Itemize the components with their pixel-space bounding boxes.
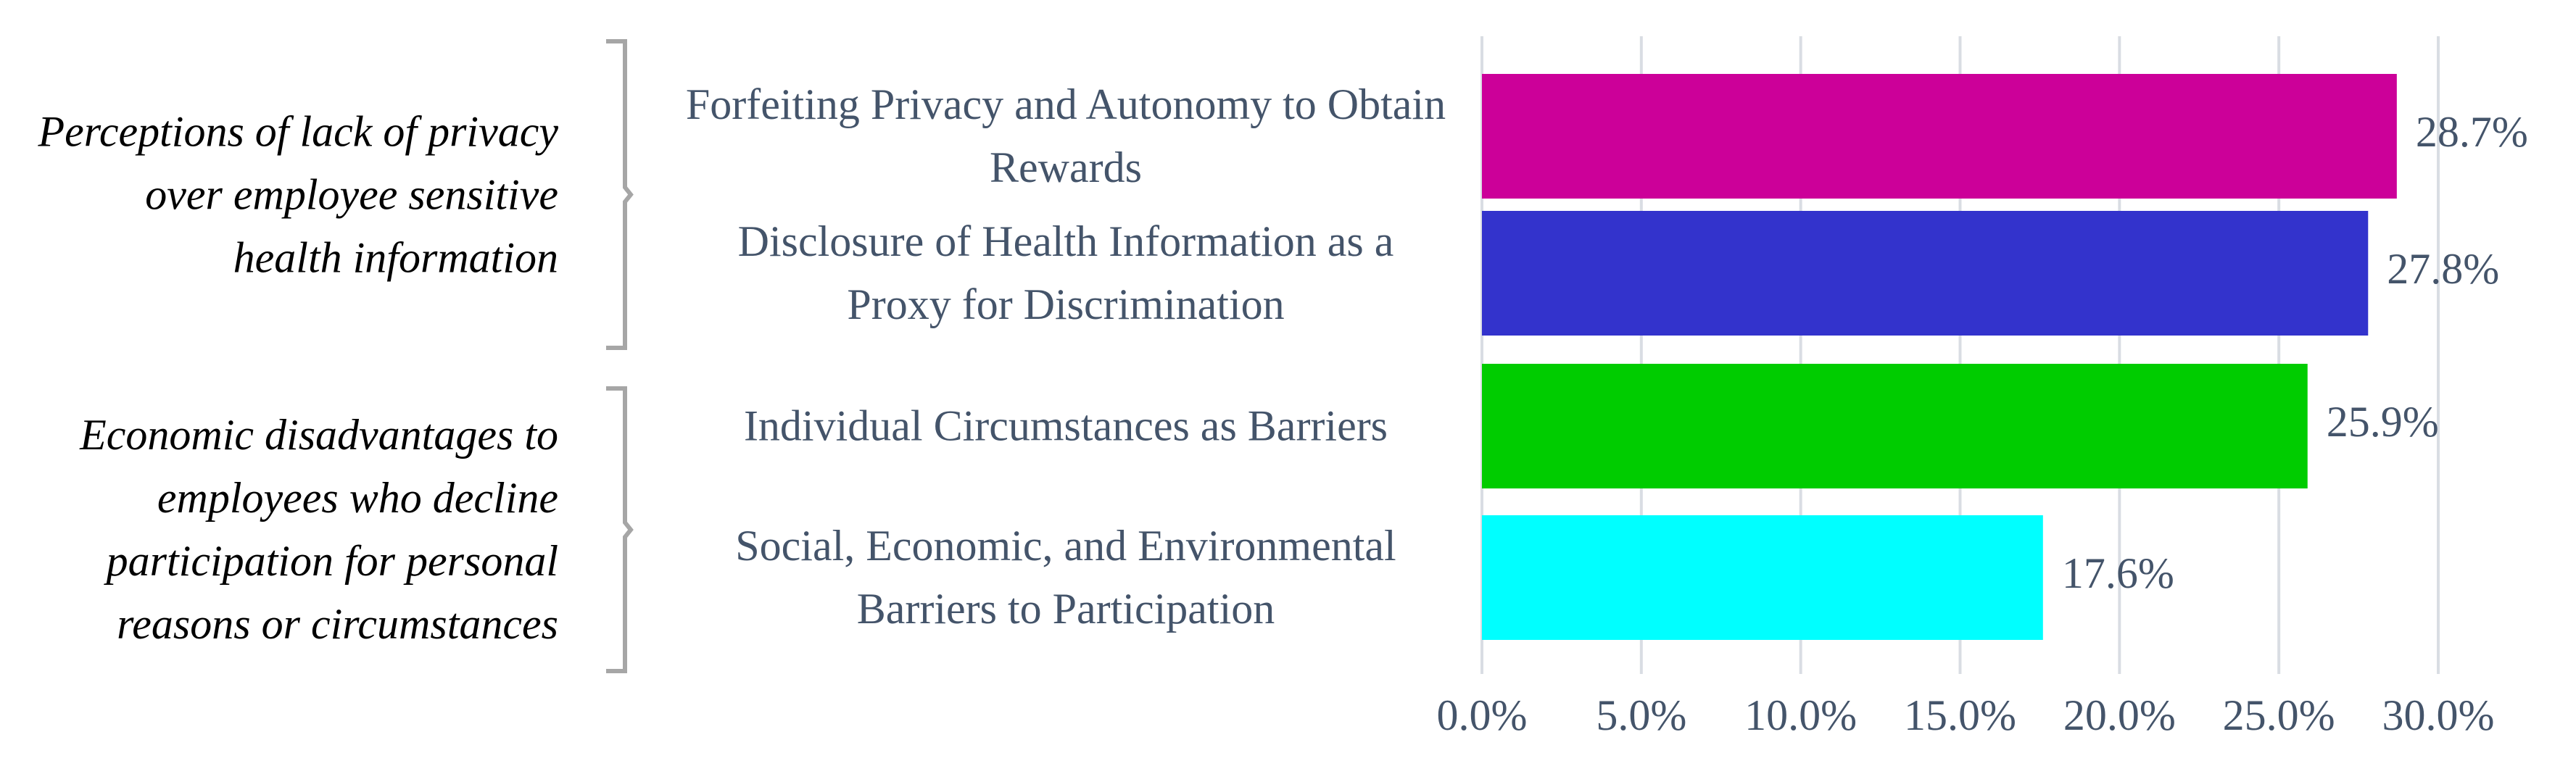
x-tick-label: 15.0% [1904,691,2016,739]
x-tick-label: 5.0% [1596,691,1686,739]
group-label: Economic disadvantages to employees who … [80,411,558,648]
bar [1482,515,2043,640]
group-label: Perceptions of lack of privacy over empl… [38,107,558,281]
bar [1482,364,2308,488]
category-label: Social, Economic, and Environmental Barr… [735,522,1396,633]
group-bracket [606,386,634,673]
x-tick-label: 0.0% [1437,691,1528,739]
group-bracket [606,39,634,350]
category-label: Forfeiting Privacy and Autonomy to Obtai… [685,80,1446,191]
x-tick-label: 20.0% [2063,691,2176,739]
x-tick-label: 25.0% [2223,691,2335,739]
category-label: Individual Circumstances as Barriers [743,401,1388,450]
value-label: 17.6% [2062,549,2174,597]
bar [1482,74,2397,199]
category-label: Disclosure of Health Information as a Pr… [737,217,1394,328]
value-label: 28.7% [2416,108,2528,156]
x-tick-label: 30.0% [2382,691,2495,739]
value-label: 25.9% [2327,398,2439,446]
x-tick-label: 10.0% [1744,691,1857,739]
value-label: 27.8% [2387,245,2499,293]
bar [1482,211,2369,336]
